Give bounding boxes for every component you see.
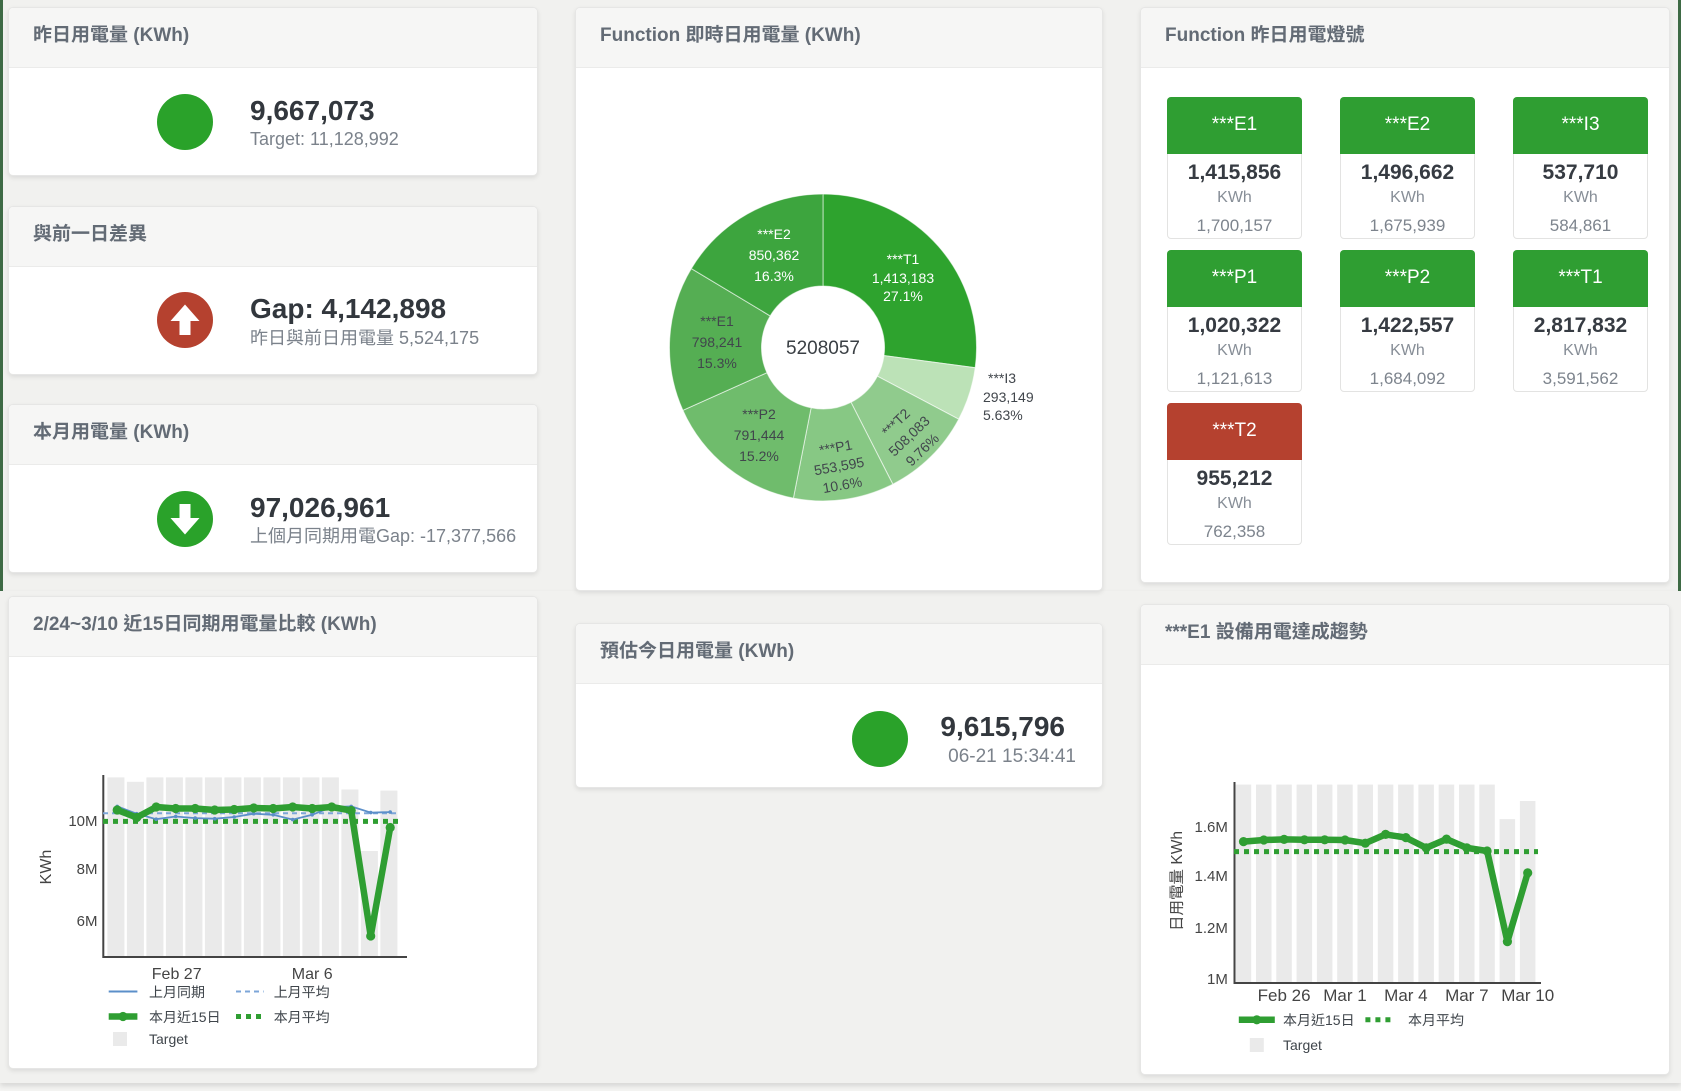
- svg-text:1M: 1M: [1207, 971, 1228, 988]
- svg-text:1,413,183: 1,413,183: [872, 270, 934, 286]
- svg-text:本月平均: 本月平均: [274, 1009, 330, 1025]
- svg-text:Mar 4: Mar 4: [1384, 986, 1427, 1005]
- svg-text:8M: 8M: [77, 861, 98, 878]
- svg-text:Feb 27: Feb 27: [152, 966, 202, 983]
- svg-text:***P2: ***P2: [742, 406, 776, 422]
- svg-text:本月近15日: 本月近15日: [1283, 1012, 1355, 1028]
- svg-text:6M: 6M: [77, 913, 98, 930]
- svg-text:日用電量 KWh: 日用電量 KWh: [1169, 831, 1186, 931]
- svg-text:***P1: ***P1: [818, 436, 854, 458]
- svg-text:***E2: ***E2: [757, 226, 791, 242]
- svg-text:Mar 1: Mar 1: [1323, 986, 1366, 1005]
- svg-text:850,362: 850,362: [749, 247, 800, 263]
- svg-text:Target: Target: [149, 1031, 188, 1047]
- svg-text:791,444: 791,444: [734, 427, 785, 443]
- svg-text:1.6M: 1.6M: [1195, 819, 1228, 836]
- svg-text:上月平均: 上月平均: [274, 984, 330, 1000]
- svg-text:Mar 7: Mar 7: [1445, 986, 1488, 1005]
- svg-text:15.3%: 15.3%: [697, 355, 737, 371]
- svg-text:27.1%: 27.1%: [883, 288, 923, 304]
- svg-text:10M: 10M: [68, 813, 97, 830]
- svg-text:16.3%: 16.3%: [754, 268, 794, 284]
- svg-text:293,149: 293,149: [983, 389, 1034, 405]
- svg-text:Mar 10: Mar 10: [1501, 986, 1554, 1005]
- svg-text:1.4M: 1.4M: [1195, 868, 1228, 885]
- svg-text:***I3: ***I3: [988, 370, 1016, 386]
- svg-text:Mar 6: Mar 6: [292, 966, 333, 983]
- svg-text:1.2M: 1.2M: [1195, 920, 1228, 937]
- svg-text:10.6%: 10.6%: [821, 473, 863, 496]
- svg-text:Target: Target: [1283, 1037, 1322, 1053]
- svg-text:798,241: 798,241: [692, 334, 743, 350]
- svg-text:本月平均: 本月平均: [1408, 1012, 1464, 1028]
- svg-text:上月同期: 上月同期: [149, 984, 205, 1000]
- svg-text:Feb 26: Feb 26: [1258, 986, 1311, 1005]
- svg-text:5208057: 5208057: [786, 338, 860, 359]
- svg-text:***T1: ***T1: [887, 251, 920, 267]
- svg-text:15.2%: 15.2%: [739, 448, 779, 464]
- svg-text:5.63%: 5.63%: [983, 407, 1023, 423]
- svg-text:本月近15日: 本月近15日: [149, 1009, 221, 1025]
- svg-text:KWh: KWh: [38, 850, 55, 885]
- svg-text:***E1: ***E1: [700, 313, 734, 329]
